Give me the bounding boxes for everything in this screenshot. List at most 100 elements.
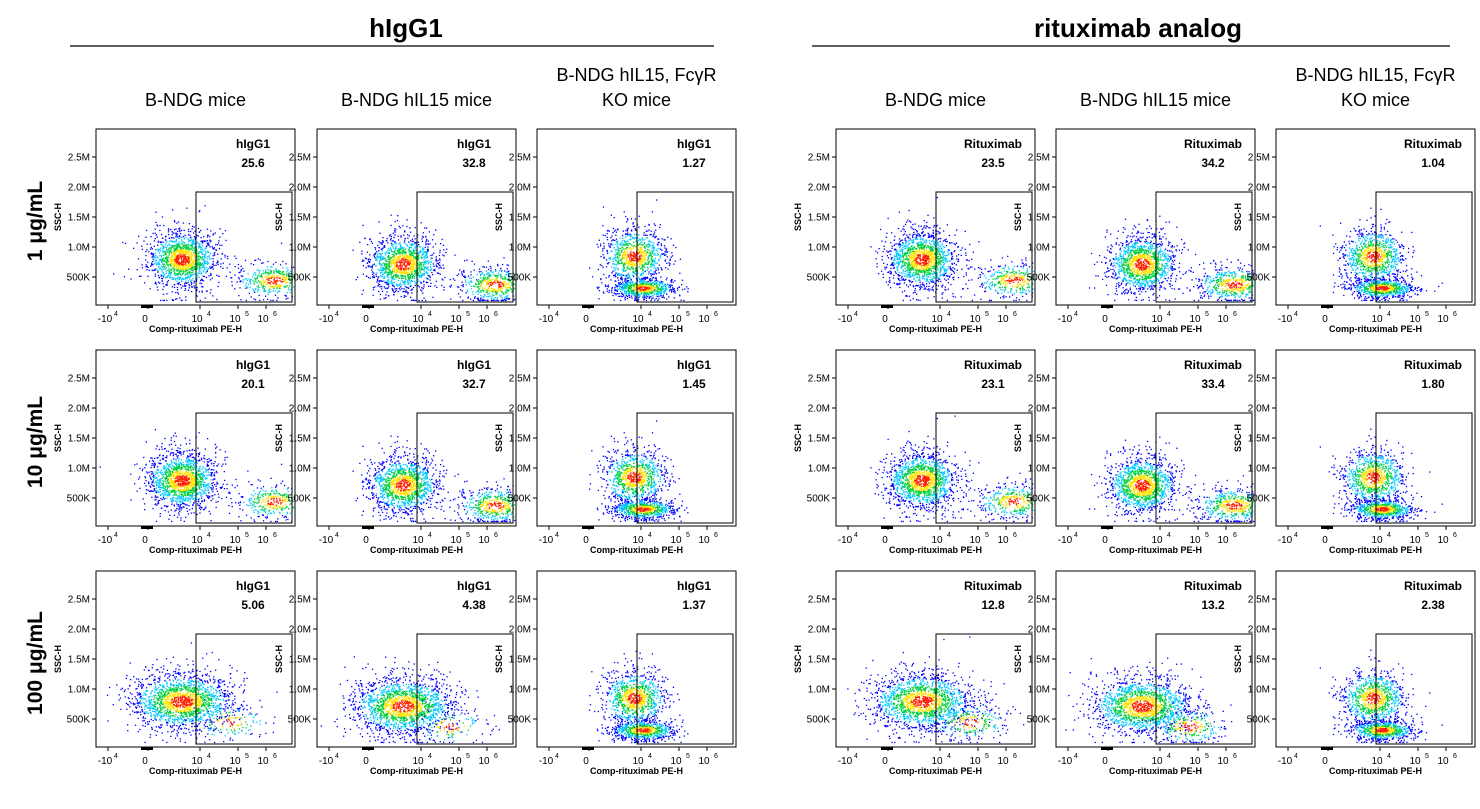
event-dot (501, 287, 504, 290)
event-dot (500, 271, 503, 273)
event-dot (386, 237, 388, 240)
event-dot (624, 280, 626, 282)
event-dot (196, 260, 199, 262)
event-dot (628, 287, 630, 289)
event-dot (394, 291, 396, 293)
event-dot (184, 263, 186, 265)
event-dot (187, 252, 189, 254)
event-dot (491, 290, 493, 292)
event-dot (659, 226, 661, 229)
event-dot (254, 279, 257, 281)
event-dot (175, 269, 177, 271)
event-dot (177, 256, 179, 258)
event-dot (175, 239, 178, 241)
event-dot (284, 294, 286, 296)
event-dot (175, 239, 177, 242)
event-dot (258, 280, 260, 282)
event-dot (171, 246, 173, 249)
event-dot (396, 262, 398, 264)
event-dot (187, 234, 190, 236)
event-dot (173, 267, 175, 269)
event-dot (156, 264, 158, 266)
event-dot (213, 253, 215, 255)
event-dot (185, 261, 187, 263)
event-dot (644, 225, 646, 228)
event-dot (269, 288, 271, 290)
event-dot (394, 220, 396, 223)
column-header: B-NDG hIL15 mice (1080, 90, 1231, 110)
event-dot (277, 297, 279, 299)
event-dot (407, 257, 409, 259)
event-dot (399, 253, 401, 256)
event-dot (401, 288, 403, 290)
event-dot (605, 266, 608, 268)
event-dot (377, 257, 379, 259)
event-dot (480, 280, 482, 282)
event-dot (236, 281, 238, 283)
event-dot (504, 285, 506, 288)
event-dot (659, 255, 661, 258)
event-dot (386, 271, 388, 273)
event-dot (255, 280, 257, 282)
event-dot (173, 277, 175, 279)
event-dot (164, 265, 166, 267)
event-dot (482, 278, 484, 281)
event-dot (397, 285, 399, 287)
event-dot (383, 244, 385, 247)
event-dot (364, 237, 366, 240)
event-dot (200, 247, 203, 249)
event-dot (179, 262, 181, 264)
event-dot (638, 256, 640, 258)
event-dot (161, 280, 163, 282)
event-dot (485, 273, 488, 275)
event-dot (212, 233, 215, 235)
event-dot (247, 273, 249, 275)
event-dot (399, 271, 401, 274)
event-dot (165, 272, 167, 274)
event-dot (217, 285, 219, 288)
event-dot (474, 296, 476, 298)
event-dot (659, 281, 661, 283)
event-dot (430, 261, 432, 263)
event-dot (263, 280, 265, 282)
event-dot (653, 254, 655, 256)
event-dot (424, 266, 426, 268)
event-dot (255, 278, 257, 280)
event-dot (168, 249, 170, 252)
event-dot (470, 277, 473, 279)
event-dot (616, 249, 618, 251)
event-dot (166, 276, 168, 278)
event-dot (269, 272, 271, 274)
event-dot (161, 275, 163, 277)
event-dot (393, 256, 396, 258)
event-dot (461, 281, 463, 283)
x-minor-ticks (362, 305, 374, 308)
event-dot (480, 298, 482, 300)
event-dot (192, 242, 194, 244)
event-dot (614, 267, 616, 269)
event-dot (379, 257, 382, 259)
event-dot (395, 273, 397, 275)
event-dot (679, 258, 682, 260)
event-dot (412, 267, 414, 269)
y-axis-label: SSC-H (274, 203, 284, 231)
event-dot (191, 249, 193, 251)
event-dot (457, 293, 460, 295)
event-dot (267, 260, 269, 263)
x-axis-label: Comp-rituximab PE-H (370, 324, 463, 334)
event-dot (398, 277, 400, 279)
event-dot (180, 287, 182, 289)
event-dot (274, 277, 276, 279)
event-dot (387, 271, 389, 274)
event-dot (617, 251, 619, 253)
event-dot (264, 269, 267, 271)
event-dot (289, 274, 291, 277)
event-dot (615, 238, 618, 240)
event-dot (177, 243, 179, 245)
event-dot (639, 294, 641, 296)
event-dot (196, 287, 198, 289)
event-dot (403, 241, 406, 243)
event-dot (624, 264, 626, 266)
event-dot (176, 250, 178, 252)
event-dot (159, 282, 161, 284)
